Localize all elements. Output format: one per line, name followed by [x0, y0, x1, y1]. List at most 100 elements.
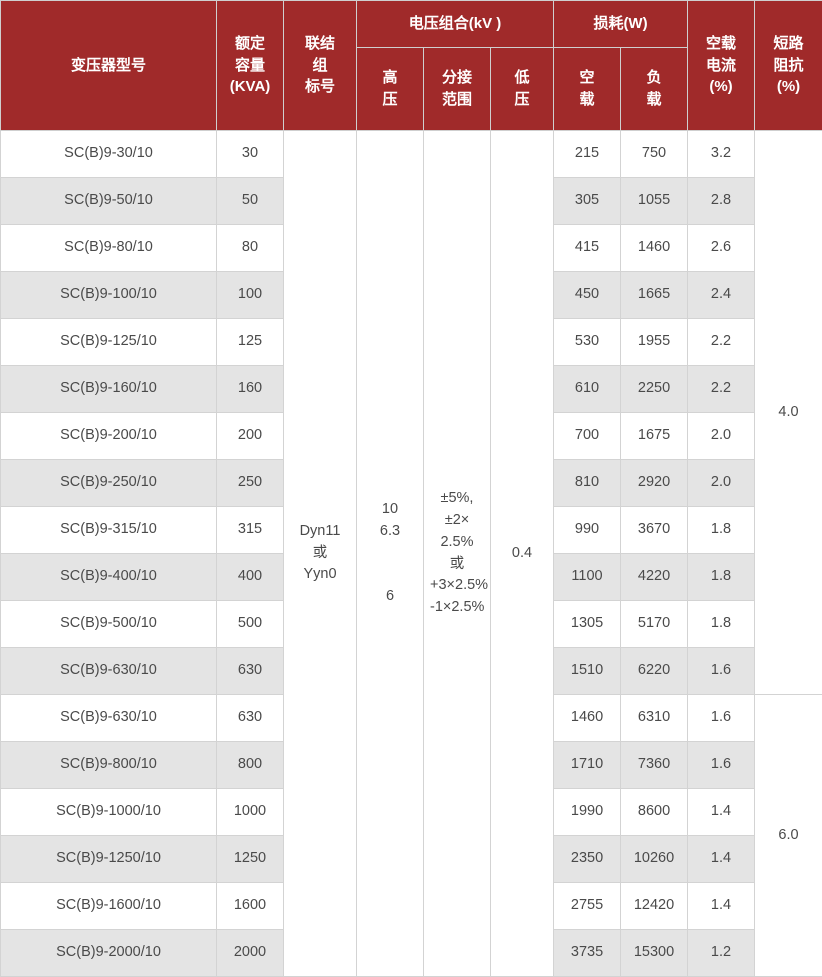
cell-model: SC(B)9-315/10 — [1, 507, 217, 554]
cell-impedance-group: 4.0 — [755, 131, 822, 695]
cell-capacity: 400 — [217, 554, 284, 601]
cell-no-load-current: 2.8 — [688, 178, 755, 225]
cell-model: SC(B)9-1600/10 — [1, 883, 217, 930]
cell-capacity: 1250 — [217, 836, 284, 883]
cell-no-load-current: 1.4 — [688, 836, 755, 883]
cell-model: SC(B)9-400/10 — [1, 554, 217, 601]
cell-capacity: 30 — [217, 131, 284, 178]
cell-load-loss: 15300 — [621, 930, 688, 977]
cell-no-load-loss: 3735 — [554, 930, 621, 977]
cell-capacity: 200 — [217, 413, 284, 460]
cell-no-load-loss: 1460 — [554, 695, 621, 742]
cell-no-load-current: 1.4 — [688, 883, 755, 930]
cell-capacity: 100 — [217, 272, 284, 319]
cell-capacity: 2000 — [217, 930, 284, 977]
header-load-loss: 负 载 — [621, 48, 688, 131]
cell-no-load-loss: 1990 — [554, 789, 621, 836]
cell-no-load-loss: 610 — [554, 366, 621, 413]
cell-no-load-current: 2.6 — [688, 225, 755, 272]
cell-no-load-current: 1.6 — [688, 648, 755, 695]
cell-no-load-current: 1.2 — [688, 930, 755, 977]
cell-capacity: 80 — [217, 225, 284, 272]
cell-no-load-current: 1.8 — [688, 601, 755, 648]
cell-hv-merged: 10 6.3 6 — [357, 131, 424, 977]
cell-no-load-loss: 215 — [554, 131, 621, 178]
header-connection: 联结 组 标号 — [284, 1, 357, 131]
cell-load-loss: 1460 — [621, 225, 688, 272]
cell-model: SC(B)9-250/10 — [1, 460, 217, 507]
cell-no-load-loss: 2350 — [554, 836, 621, 883]
cell-model: SC(B)9-1000/10 — [1, 789, 217, 836]
cell-connection-merged: Dyn11 或 Yyn0 — [284, 131, 357, 977]
cell-no-load-current: 2.0 — [688, 413, 755, 460]
cell-model: SC(B)9-1250/10 — [1, 836, 217, 883]
cell-no-load-current: 1.4 — [688, 789, 755, 836]
cell-no-load-current: 1.6 — [688, 695, 755, 742]
cell-model: SC(B)9-125/10 — [1, 319, 217, 366]
cell-load-loss: 6310 — [621, 695, 688, 742]
cell-capacity: 160 — [217, 366, 284, 413]
cell-model: SC(B)9-630/10 — [1, 695, 217, 742]
cell-load-loss: 1675 — [621, 413, 688, 460]
header-lv: 低 压 — [491, 48, 554, 131]
cell-capacity: 50 — [217, 178, 284, 225]
cell-model: SC(B)9-800/10 — [1, 742, 217, 789]
cell-no-load-loss: 700 — [554, 413, 621, 460]
cell-capacity: 315 — [217, 507, 284, 554]
cell-no-load-loss: 810 — [554, 460, 621, 507]
cell-load-loss: 3670 — [621, 507, 688, 554]
header-row-top: 变压器型号 额定 容量 (KVA) 联结 组 标号 电压组合(kV ) 损耗(W… — [1, 1, 822, 48]
cell-no-load-current: 2.2 — [688, 366, 755, 413]
cell-capacity: 500 — [217, 601, 284, 648]
header-tap: 分接 范围 — [424, 48, 491, 131]
cell-model: SC(B)9-160/10 — [1, 366, 217, 413]
header-no-load-current: 空载 电流 (%) — [688, 1, 755, 131]
cell-no-load-loss: 305 — [554, 178, 621, 225]
header-loss-group: 损耗(W) — [554, 1, 688, 48]
cell-no-load-loss: 1510 — [554, 648, 621, 695]
table-header: 变压器型号 额定 容量 (KVA) 联结 组 标号 电压组合(kV ) 损耗(W… — [1, 1, 822, 131]
cell-tap-merged: ±5%, ±2× 2.5% 或 +3×2.5% -1×2.5% — [424, 131, 491, 977]
cell-capacity: 630 — [217, 695, 284, 742]
cell-model: SC(B)9-80/10 — [1, 225, 217, 272]
header-impedance: 短路 阻抗 (%) — [755, 1, 822, 131]
cell-load-loss: 5170 — [621, 601, 688, 648]
cell-model: SC(B)9-500/10 — [1, 601, 217, 648]
cell-no-load-current: 1.8 — [688, 507, 755, 554]
cell-capacity: 125 — [217, 319, 284, 366]
cell-load-loss: 2250 — [621, 366, 688, 413]
cell-no-load-current: 2.0 — [688, 460, 755, 507]
cell-impedance-group: 6.0 — [755, 695, 822, 977]
cell-no-load-current: 2.2 — [688, 319, 755, 366]
cell-model: SC(B)9-100/10 — [1, 272, 217, 319]
cell-no-load-loss: 2755 — [554, 883, 621, 930]
cell-no-load-current: 2.4 — [688, 272, 755, 319]
cell-model: SC(B)9-50/10 — [1, 178, 217, 225]
cell-no-load-current: 1.8 — [688, 554, 755, 601]
cell-load-loss: 6220 — [621, 648, 688, 695]
header-capacity: 额定 容量 (KVA) — [217, 1, 284, 131]
cell-model: SC(B)9-30/10 — [1, 131, 217, 178]
header-hv: 高 压 — [357, 48, 424, 131]
cell-load-loss: 1665 — [621, 272, 688, 319]
header-no-load-loss: 空 载 — [554, 48, 621, 131]
cell-model: SC(B)9-630/10 — [1, 648, 217, 695]
cell-no-load-current: 1.6 — [688, 742, 755, 789]
cell-model: SC(B)9-200/10 — [1, 413, 217, 460]
cell-no-load-loss: 415 — [554, 225, 621, 272]
cell-model: SC(B)9-2000/10 — [1, 930, 217, 977]
cell-load-loss: 8600 — [621, 789, 688, 836]
cell-capacity: 1600 — [217, 883, 284, 930]
cell-no-load-current: 3.2 — [688, 131, 755, 178]
cell-no-load-loss: 990 — [554, 507, 621, 554]
cell-capacity: 800 — [217, 742, 284, 789]
cell-load-loss: 1055 — [621, 178, 688, 225]
cell-load-loss: 1955 — [621, 319, 688, 366]
header-model: 变压器型号 — [1, 1, 217, 131]
cell-load-loss: 12420 — [621, 883, 688, 930]
header-voltage-group: 电压组合(kV ) — [357, 1, 554, 48]
cell-no-load-loss: 450 — [554, 272, 621, 319]
